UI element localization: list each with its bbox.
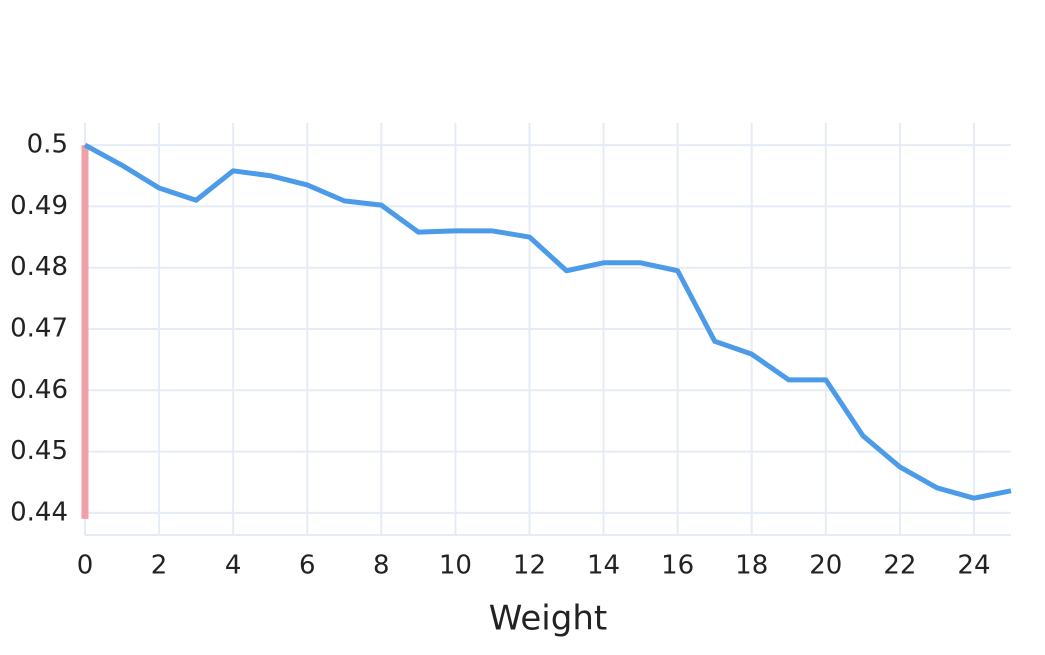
x-tick-label: 16 — [661, 551, 694, 581]
y-tick-label: 0.45 — [10, 436, 68, 466]
x-tick-label: 18 — [735, 551, 768, 581]
y-tick-label: 0.5 — [27, 130, 68, 160]
data-line — [83, 142, 1012, 501]
x-tick-label: 20 — [809, 551, 842, 581]
x-tick-label: 4 — [225, 551, 242, 581]
x-tick-label: 6 — [299, 551, 316, 581]
x-tick-label: 8 — [373, 551, 390, 581]
x-tick-label: 0 — [77, 551, 94, 581]
x-tick-label: 2 — [151, 551, 168, 581]
y-tick-label: 0.44 — [10, 497, 68, 527]
x-tick-label: 14 — [587, 551, 620, 581]
x-tick-label: 12 — [513, 551, 546, 581]
y-tick-label: 0.46 — [10, 375, 68, 405]
y-tick-label: 0.47 — [10, 314, 68, 344]
x-tick-label: 22 — [883, 551, 916, 581]
x-tick-label: 10 — [439, 551, 472, 581]
x-tick-label: 24 — [957, 551, 990, 581]
y-tick-label: 0.49 — [10, 191, 68, 221]
y-tick-label: 0.48 — [10, 252, 68, 282]
x-axis-label: Weight — [489, 599, 607, 639]
